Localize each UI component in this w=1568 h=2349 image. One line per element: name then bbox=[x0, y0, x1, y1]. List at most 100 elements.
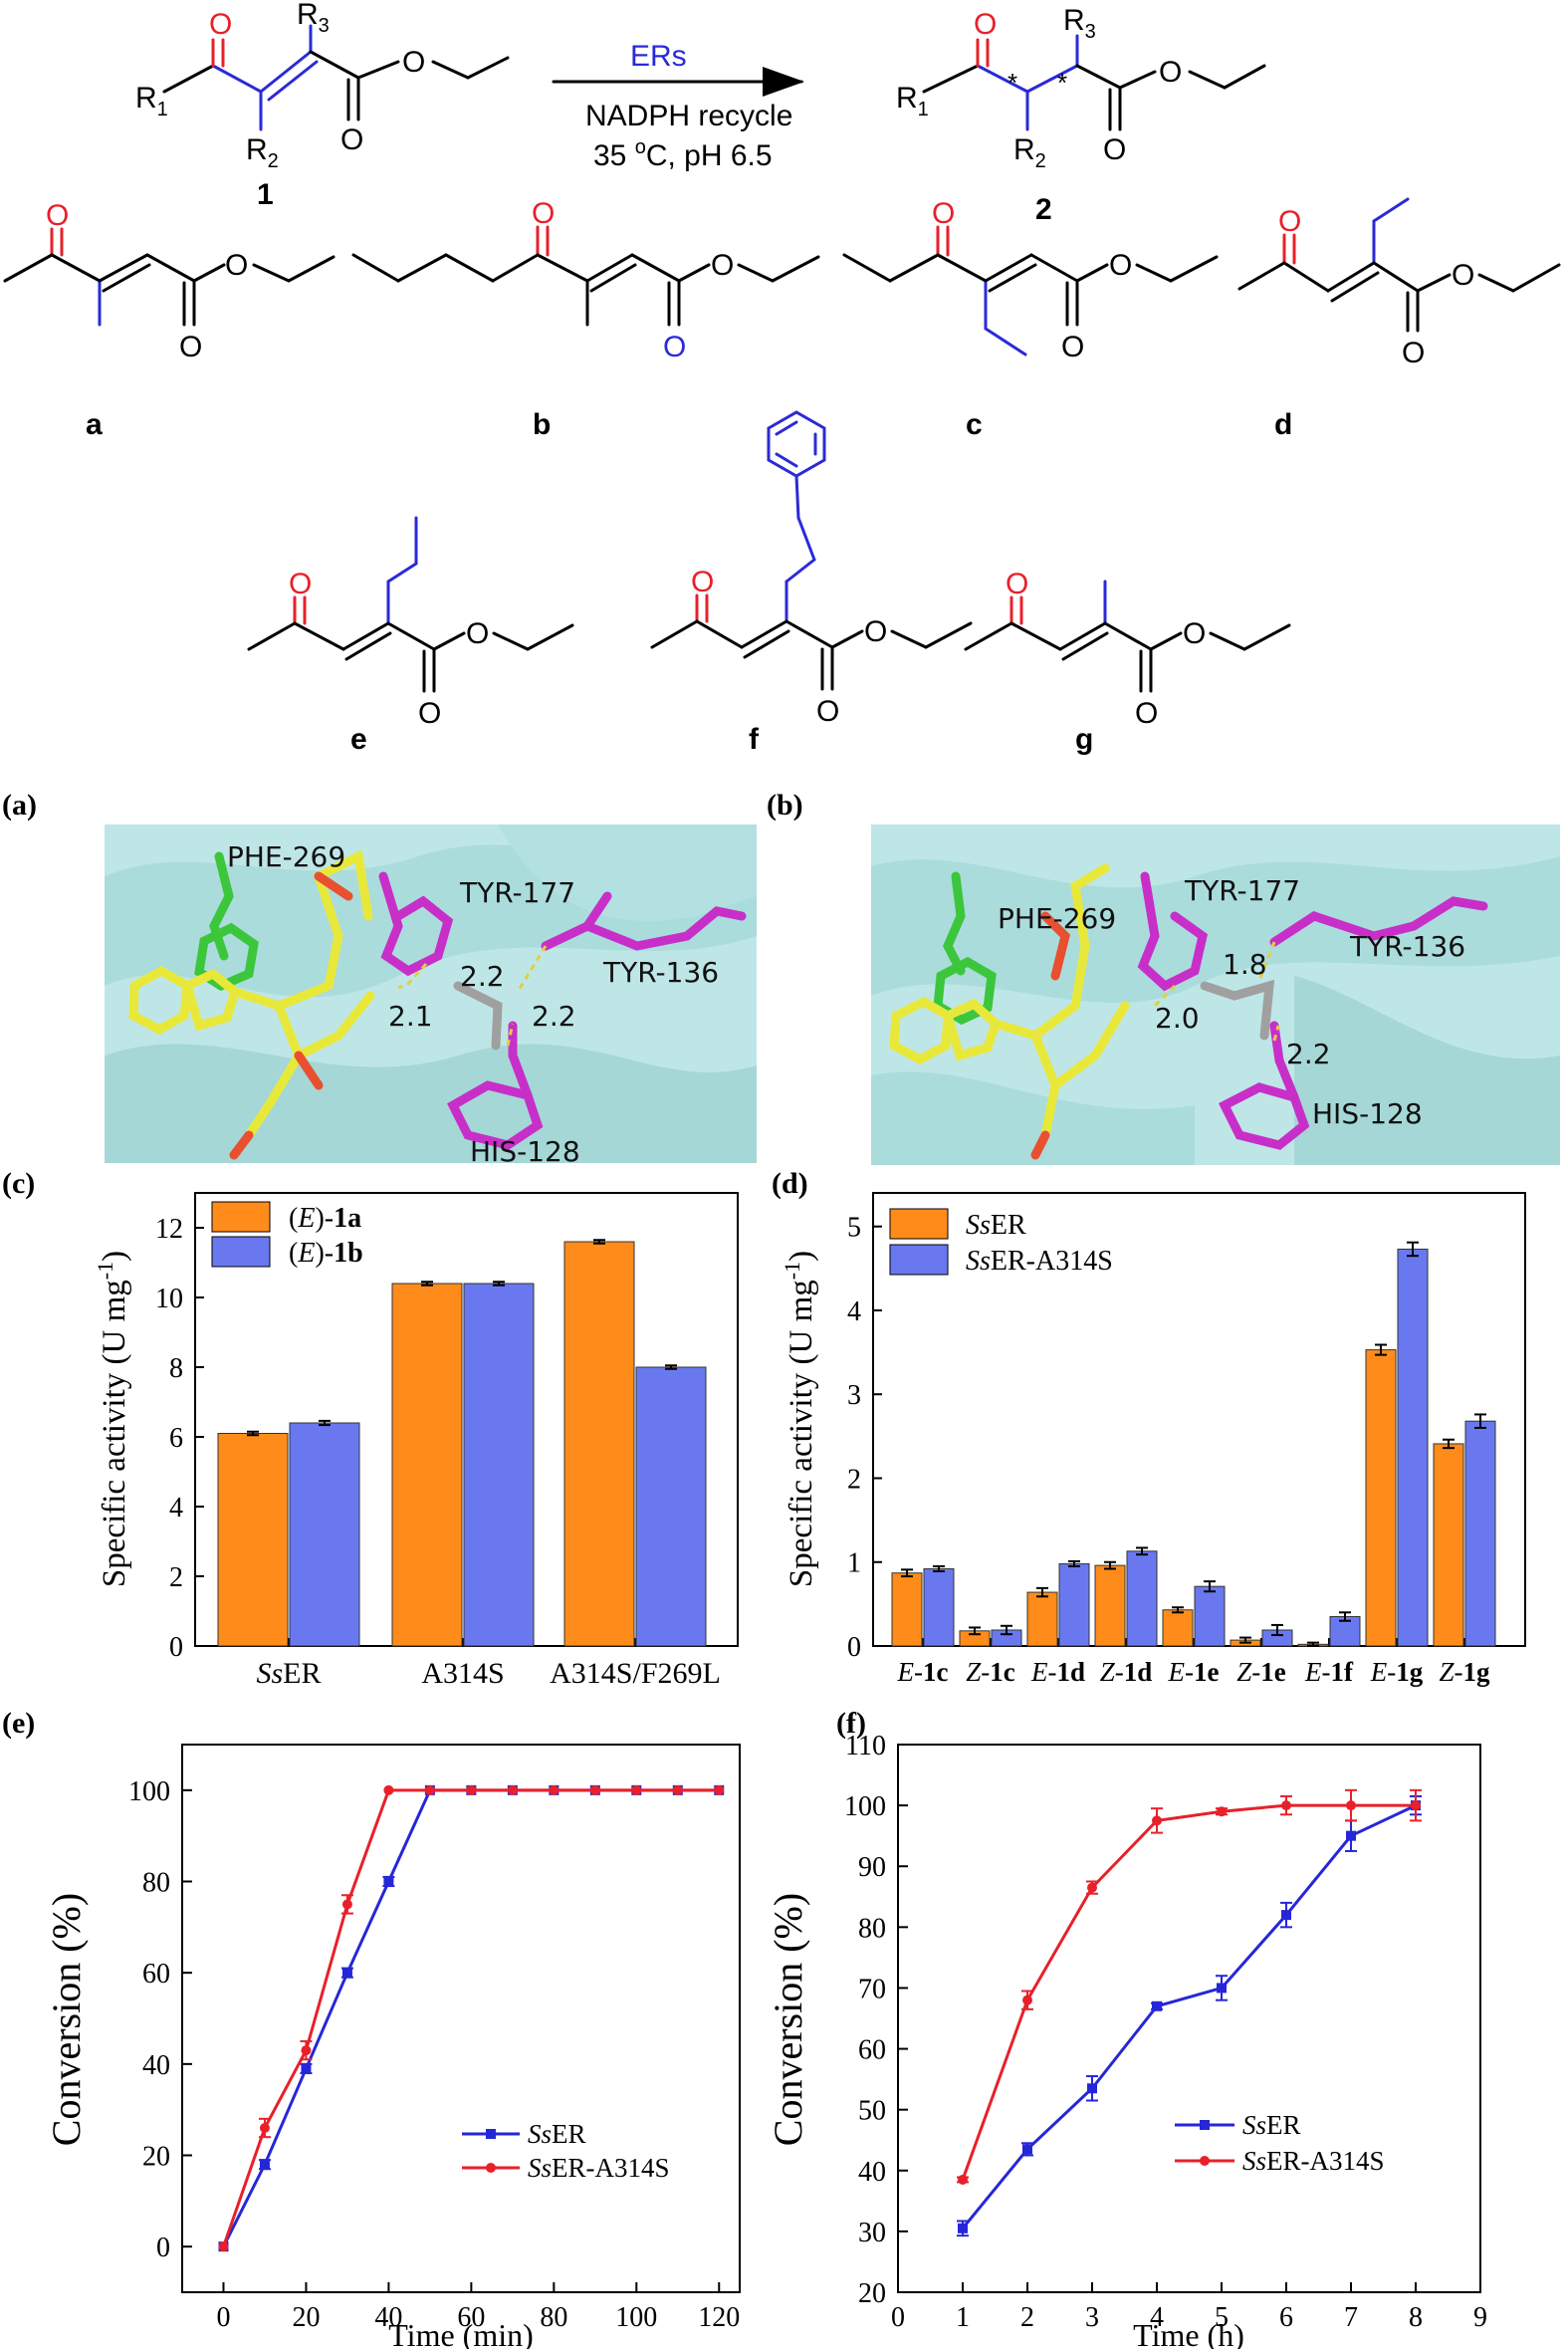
chart-f-xlabel: Time (h) bbox=[1133, 2317, 1244, 2349]
chart-f: 20 30 40 50 60 70 80 90 100 110 0 1 2 3 4 5 6 7 8 9 Convers… bbox=[766, 1731, 1487, 2349]
residue-label: TYR-136 bbox=[1349, 930, 1465, 963]
oxygen-label: O bbox=[532, 197, 555, 230]
x-tick-label: 7 bbox=[1344, 2302, 1358, 2333]
legend-item: SsER-A314S bbox=[966, 1246, 1113, 1277]
data-point bbox=[1152, 2000, 1162, 2011]
bar bbox=[891, 1572, 923, 1647]
panel-letter-f: (f) bbox=[836, 1707, 866, 1740]
docking-structure-a: PHE-269 TYR-177 TYR-136 HIS-128 2.2 2.1 … bbox=[105, 824, 757, 1168]
chart-e-frame bbox=[181, 1744, 741, 2293]
enzyme-label: ERs bbox=[630, 40, 687, 73]
compound-c-label: c bbox=[966, 408, 983, 441]
data-point bbox=[301, 2063, 312, 2074]
y-tick-label: 50 bbox=[858, 2096, 886, 2127]
chart-e-legend: SsER SsER-A314S bbox=[462, 2119, 670, 2183]
compound-g-label: g bbox=[1075, 723, 1093, 756]
x-tick-label: 80 bbox=[540, 2302, 567, 2333]
compound-d-structure bbox=[1237, 197, 1561, 333]
residue-label: PHE-269 bbox=[998, 902, 1116, 935]
y-tick-label: 0 bbox=[156, 2232, 170, 2263]
oxygen-label: O bbox=[663, 331, 686, 363]
data-point bbox=[631, 1784, 642, 1795]
distance-label: 2.2 bbox=[1286, 1038, 1331, 1070]
compound-a-label: a bbox=[86, 408, 103, 441]
y-tick-label: 20 bbox=[858, 2278, 886, 2309]
r3-label: R3 bbox=[1063, 4, 1096, 43]
oxygen-label: O bbox=[289, 568, 312, 600]
y-tick-label: 80 bbox=[858, 1913, 886, 1944]
legend-item: SsER bbox=[966, 1210, 1026, 1241]
chart-e-xlabel: Time (min) bbox=[388, 2317, 534, 2349]
oxygen-label: O bbox=[225, 249, 248, 282]
chart-d-legend: SsER SsER-A314S bbox=[889, 1208, 1113, 1277]
panel-letter-d: (d) bbox=[772, 1167, 808, 1200]
distance-label: 2.2 bbox=[460, 960, 505, 993]
residue-label: TYR-177 bbox=[459, 876, 575, 909]
data-point bbox=[1217, 1983, 1227, 1994]
x-tick-label: 120 bbox=[698, 2302, 740, 2333]
legend-item: SsER-A314S bbox=[528, 2153, 670, 2183]
data-point bbox=[958, 2223, 968, 2233]
x-tick-label: 9 bbox=[1473, 2302, 1487, 2333]
compound-structures bbox=[3, 197, 1561, 693]
panel-letter-e: (e) bbox=[2, 1707, 35, 1740]
panel-letter-b: (b) bbox=[767, 789, 803, 822]
data-point bbox=[589, 1784, 600, 1795]
y-tick-label: 10 bbox=[155, 1284, 183, 1314]
legend-marker-red bbox=[486, 2163, 496, 2173]
data-point bbox=[958, 2174, 968, 2185]
data-point bbox=[1346, 1800, 1356, 1811]
legend-marker-blue bbox=[1200, 2120, 1210, 2130]
residue-label: TYR-177 bbox=[1184, 874, 1300, 907]
y-tick-label: 70 bbox=[858, 1974, 886, 2004]
y-tick-label: 20 bbox=[142, 2142, 170, 2173]
x-tick-label: Z-1c bbox=[966, 1657, 1015, 1687]
y-tick-label: 100 bbox=[844, 1791, 886, 1822]
distance-label: 2.1 bbox=[388, 1000, 433, 1033]
data-point bbox=[466, 1784, 477, 1795]
chart-c-bars bbox=[217, 1239, 707, 1647]
oxygen-label: O bbox=[46, 199, 69, 232]
y-tick-label: 5 bbox=[847, 1213, 861, 1244]
x-tick-label: Z-1g bbox=[1439, 1657, 1490, 1687]
compound-g-structure bbox=[964, 580, 1291, 693]
distance-label: 1.8 bbox=[1223, 948, 1267, 981]
legend-item: (E)-1b bbox=[289, 1238, 363, 1269]
bar bbox=[563, 1241, 635, 1647]
legend-item: (E)-1a bbox=[289, 1203, 361, 1234]
panel-letter-c: (c) bbox=[2, 1167, 35, 1200]
x-tick-label: 2 bbox=[1020, 2302, 1034, 2333]
bar bbox=[217, 1433, 289, 1647]
x-tick-label: 40 bbox=[374, 2302, 402, 2333]
y-tick-label: 8 bbox=[169, 1353, 183, 1384]
oxygen-label: O bbox=[691, 566, 714, 598]
oxygen-label: O bbox=[711, 249, 734, 282]
bar bbox=[1026, 1591, 1058, 1647]
distance-label: 2.2 bbox=[532, 1000, 576, 1033]
x-tick-label: Z-1d bbox=[1100, 1657, 1153, 1687]
bar bbox=[1464, 1420, 1496, 1647]
legend-item: SsER bbox=[528, 2119, 586, 2149]
residue-label: HIS-128 bbox=[1312, 1097, 1423, 1130]
residue-label: HIS-128 bbox=[470, 1135, 580, 1168]
legend-marker-blue bbox=[486, 2129, 496, 2139]
oxygen-label: O bbox=[340, 123, 363, 156]
legend-swatch-blue bbox=[211, 1236, 271, 1268]
cofactor-label: NADPH recycle bbox=[585, 100, 792, 132]
chart-c-legend: (E)-1a (E)-1b bbox=[211, 1201, 363, 1269]
y-tick-label: 2 bbox=[847, 1464, 861, 1495]
oxygen-label: O bbox=[974, 8, 997, 41]
conditions-label: 35 oC, pH 6.5 bbox=[593, 136, 773, 172]
oxygen-label: O bbox=[1402, 337, 1425, 369]
reaction-scheme bbox=[162, 24, 1266, 131]
x-tick-label: 20 bbox=[292, 2302, 320, 2333]
chart-c-axes: 0 2 4 6 8 10 12 bbox=[155, 1214, 636, 1663]
bar bbox=[1365, 1349, 1397, 1647]
legend-swatch-blue bbox=[889, 1244, 949, 1276]
x-tick-label: E-1e bbox=[1168, 1657, 1220, 1687]
y-tick-label: 80 bbox=[142, 1868, 170, 1899]
bar bbox=[1094, 1564, 1126, 1647]
oxygen-label: O bbox=[932, 197, 955, 230]
chart-f-lines bbox=[957, 1788, 1422, 2237]
